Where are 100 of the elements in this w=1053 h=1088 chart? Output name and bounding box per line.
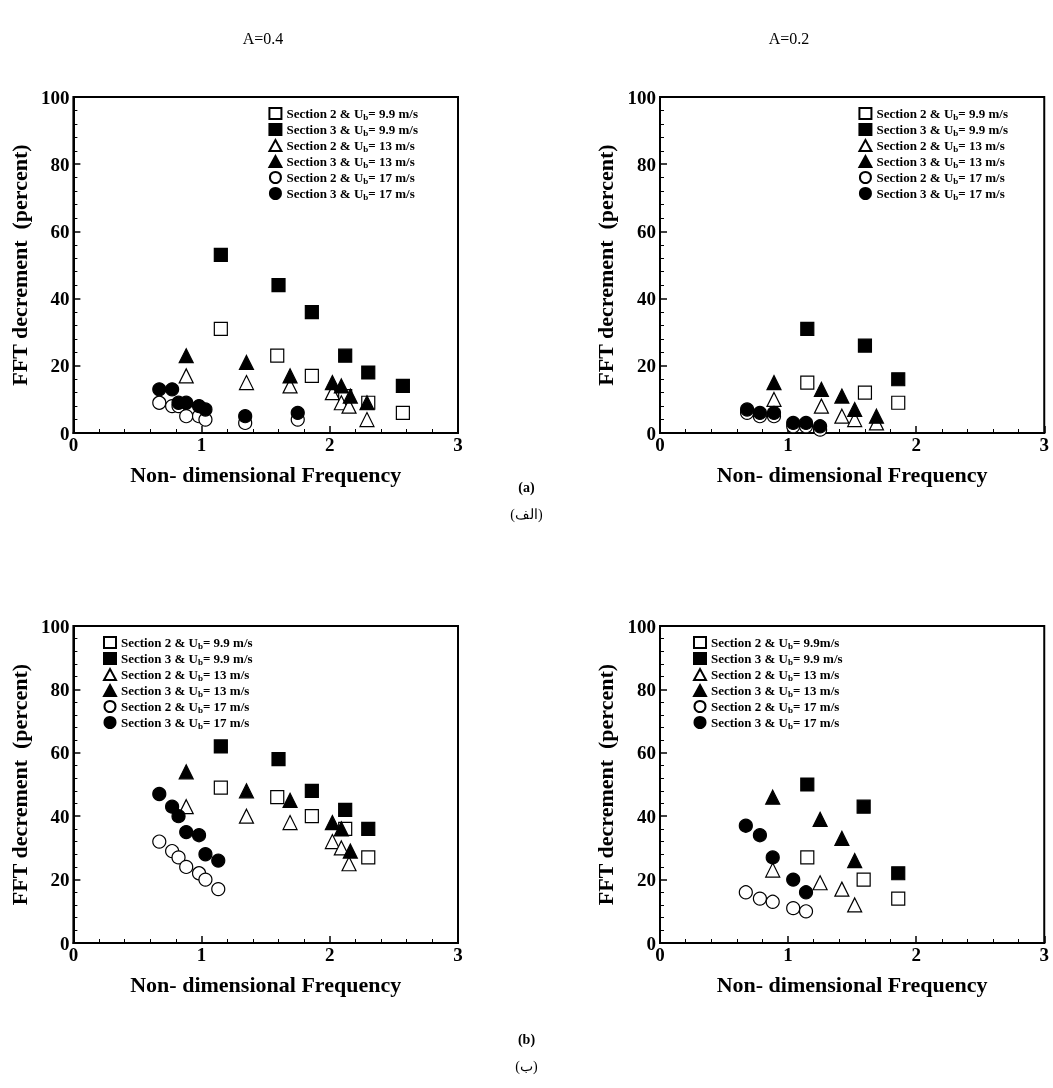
- point: [361, 850, 376, 865]
- point: [800, 850, 815, 865]
- point: [395, 405, 410, 420]
- y-tick-label: 60: [50, 742, 70, 764]
- y-tick-label: 80: [50, 153, 70, 175]
- point: [765, 894, 780, 909]
- x-axis-title: Non- dimensional Frequency: [130, 971, 402, 997]
- y-tick-label: 80: [637, 678, 656, 700]
- x-tick-label: 2: [911, 944, 921, 965]
- x-axis-title: Non- dimensional Frequency: [716, 461, 988, 487]
- x-tick-label: 2: [325, 434, 335, 455]
- chart-title: A=0.2: [768, 29, 810, 47]
- point: [178, 368, 194, 384]
- point: [857, 385, 873, 400]
- point: [786, 901, 801, 916]
- y-tick-label: 20: [50, 355, 70, 377]
- point: [213, 321, 228, 336]
- point: [290, 405, 305, 420]
- y-tick-label: 60: [637, 220, 656, 242]
- point: [165, 382, 180, 397]
- point: [238, 375, 255, 391]
- chart-title: A=0.4: [242, 29, 284, 47]
- point: [198, 847, 213, 862]
- point: [342, 843, 358, 859]
- point: [304, 368, 319, 383]
- x-tick-label: 3: [453, 944, 463, 965]
- point: [752, 891, 767, 906]
- point: [752, 405, 767, 420]
- y-tick-label: 80: [50, 678, 70, 700]
- point: [359, 411, 375, 428]
- point: [198, 872, 213, 887]
- point: [766, 405, 782, 420]
- point: [891, 891, 906, 906]
- y-tick-label: 40: [637, 288, 656, 310]
- point: [271, 752, 286, 767]
- point: [798, 885, 814, 900]
- point: [333, 378, 349, 394]
- point: [765, 862, 781, 878]
- point: [361, 821, 376, 836]
- point: [868, 408, 885, 424]
- point: [171, 850, 186, 865]
- y-tick-label: 40: [50, 805, 70, 827]
- point: [834, 830, 850, 846]
- point: [834, 881, 850, 897]
- point: [333, 821, 349, 837]
- point: [198, 402, 213, 417]
- point: [152, 382, 167, 397]
- point: [238, 354, 255, 371]
- point: [338, 802, 353, 817]
- point: [282, 368, 298, 384]
- x-axis-title: Non- dimensional Frequency: [716, 971, 988, 997]
- y-tick-label: 100: [627, 615, 656, 637]
- x-tick-label: 3: [453, 434, 463, 455]
- y-tick-label: 100: [627, 86, 656, 108]
- point: [800, 321, 815, 336]
- point: [834, 408, 850, 424]
- point: [766, 375, 782, 391]
- point: [847, 852, 863, 869]
- point: [834, 388, 850, 404]
- point: [211, 853, 226, 868]
- point: [213, 247, 228, 263]
- point: [342, 388, 358, 404]
- point: [891, 866, 906, 881]
- y-tick-label: 60: [50, 220, 70, 242]
- point: [270, 348, 285, 363]
- point: [891, 372, 906, 387]
- point: [178, 348, 194, 364]
- point: [812, 811, 828, 827]
- point: [282, 814, 298, 831]
- point: [812, 875, 828, 891]
- point: [361, 365, 376, 380]
- point: [333, 840, 349, 856]
- point: [304, 809, 319, 824]
- y-tick-label: 40: [50, 288, 70, 310]
- point: [324, 375, 340, 391]
- point: [786, 415, 801, 431]
- point: [178, 764, 194, 780]
- point: [800, 777, 815, 792]
- y-tick-label: 100: [40, 86, 70, 108]
- point: [857, 338, 873, 353]
- y-tick-label: 20: [637, 869, 656, 891]
- y-tick-label: 100: [40, 615, 70, 637]
- point: [324, 814, 340, 831]
- point: [798, 415, 814, 431]
- point: [238, 808, 255, 824]
- point: [179, 409, 194, 424]
- x-tick-label: 1: [196, 944, 207, 965]
- point: [847, 897, 863, 913]
- point: [856, 799, 871, 814]
- point: [213, 780, 228, 795]
- y-tick-label: 20: [637, 355, 656, 377]
- point: [738, 885, 753, 900]
- x-tick-label: 2: [325, 944, 335, 965]
- point: [395, 378, 410, 394]
- point: [152, 395, 167, 410]
- text: (b): [516, 1032, 537, 1048]
- point: [786, 872, 801, 887]
- point: [270, 790, 285, 805]
- point: [238, 783, 255, 799]
- y-axis-title: FFT decrement (percent): [593, 663, 619, 906]
